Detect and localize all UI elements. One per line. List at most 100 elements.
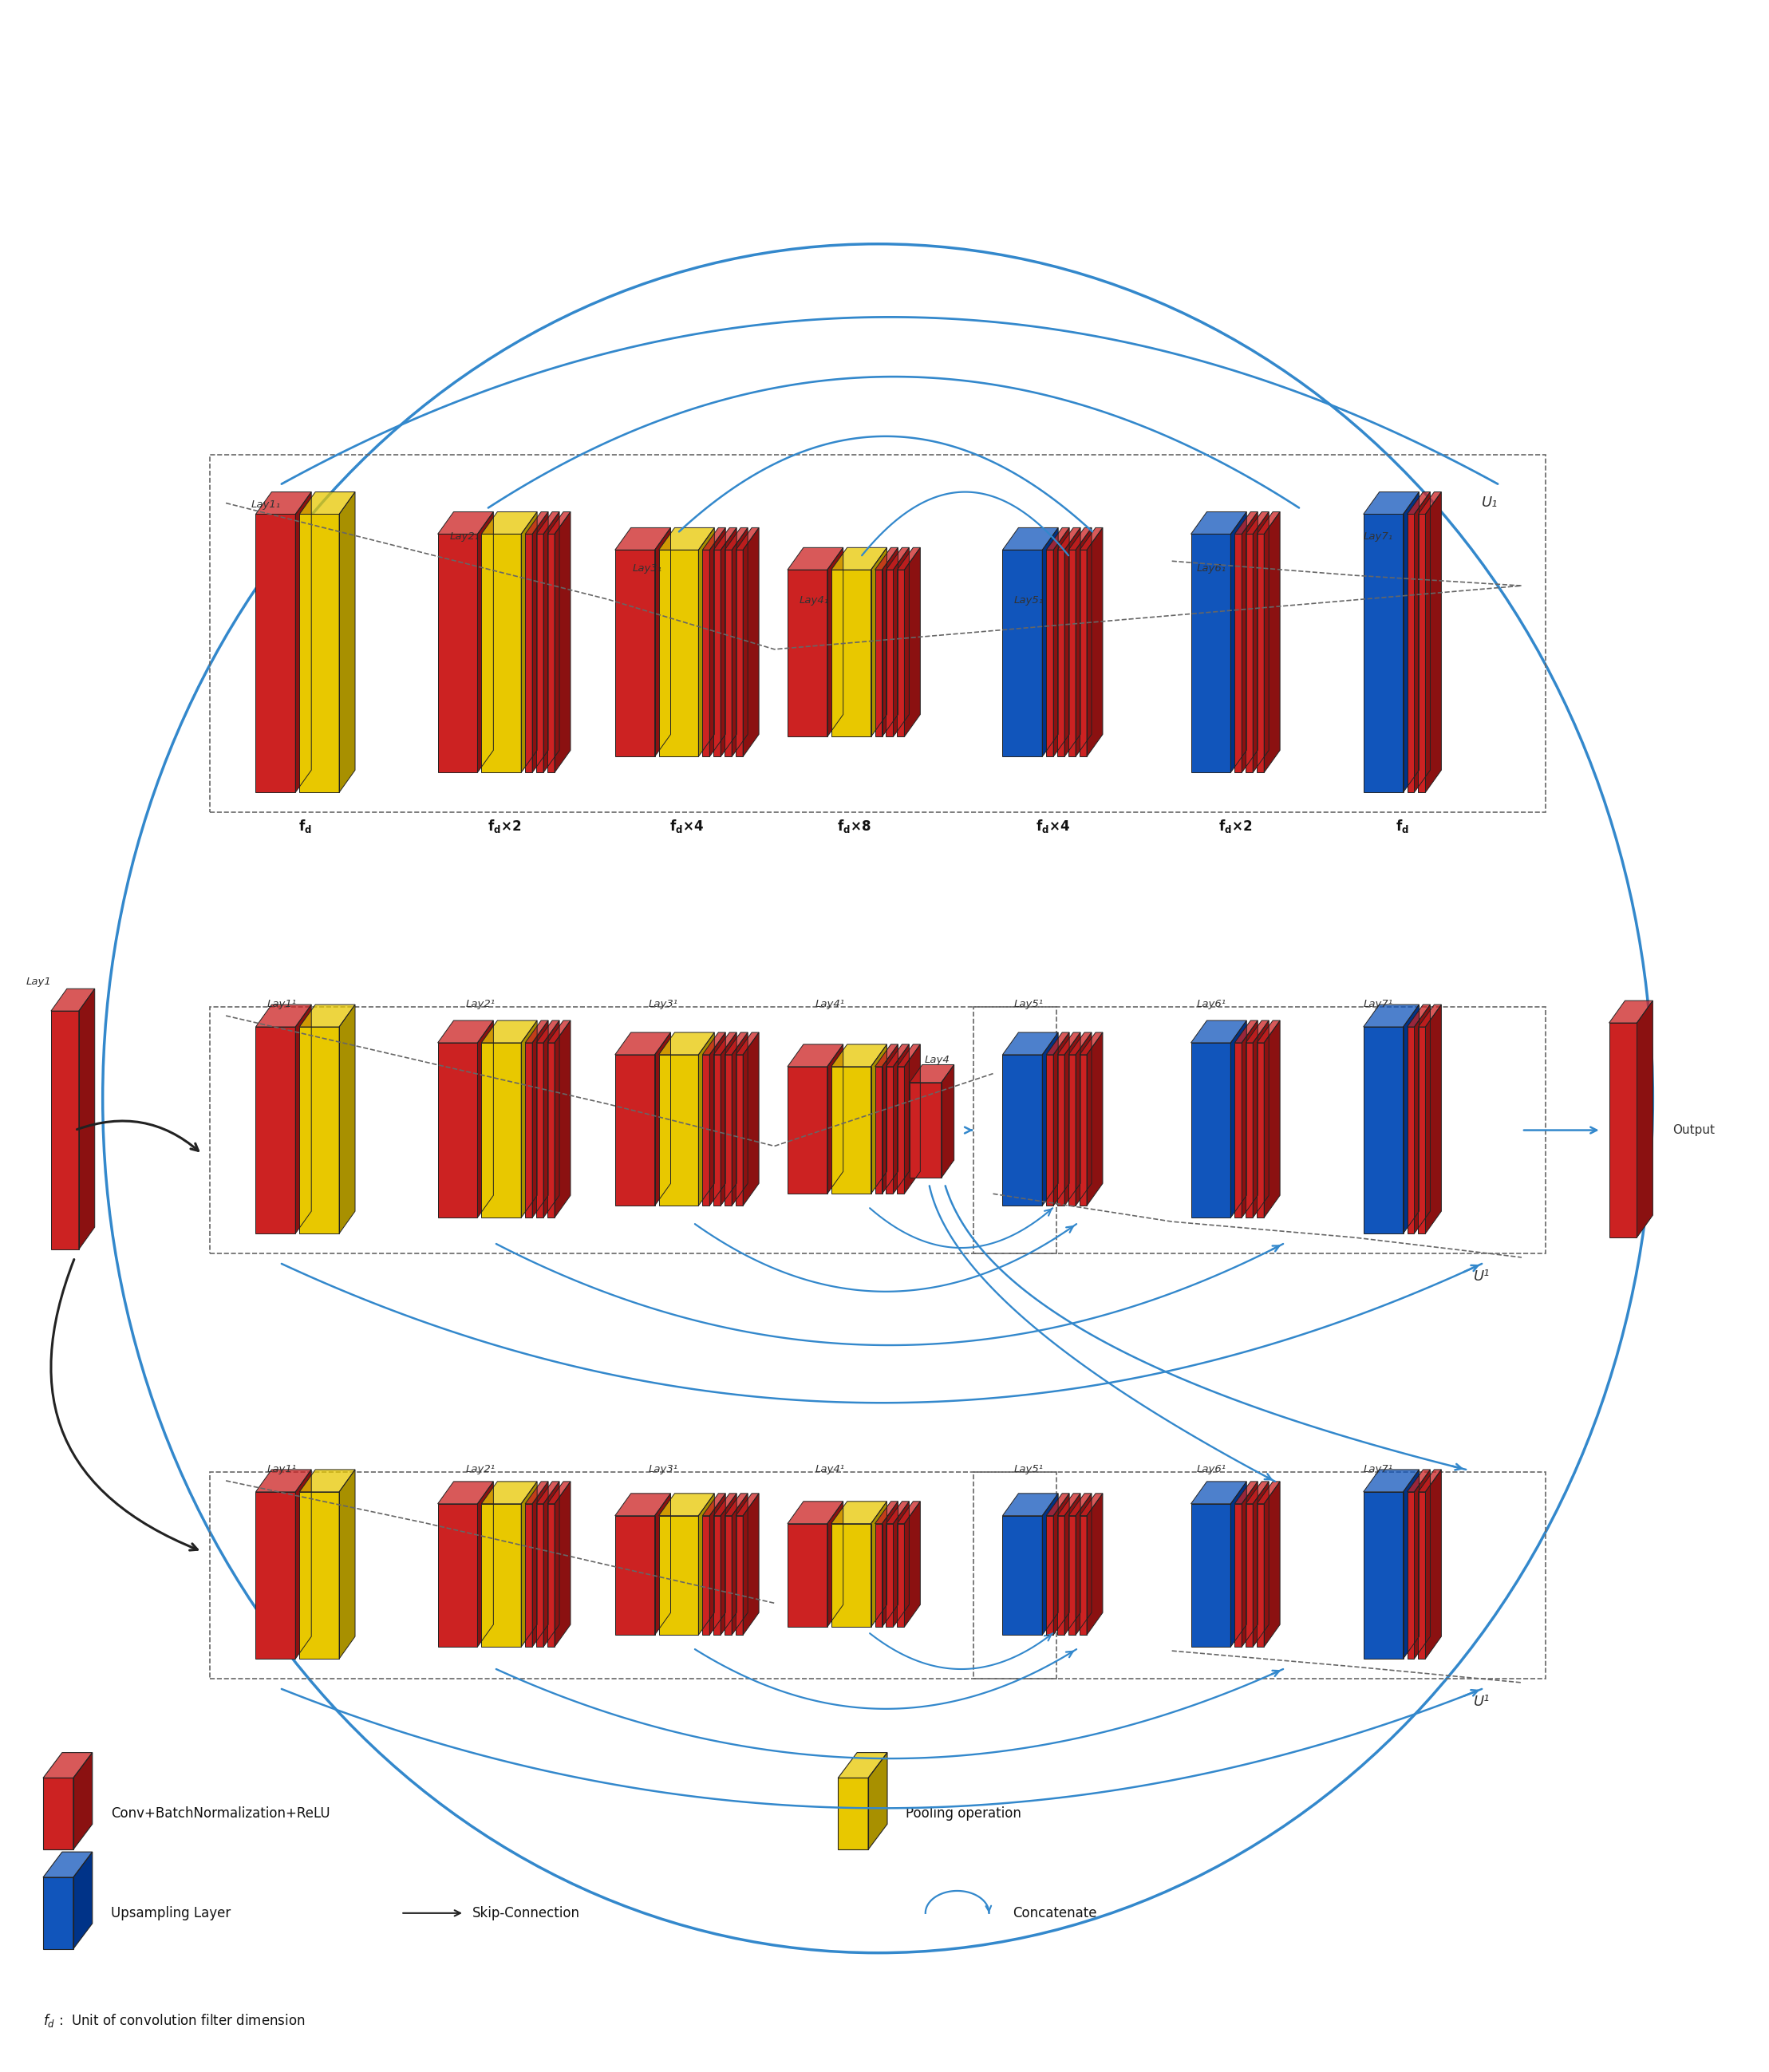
Polygon shape [699, 1494, 715, 1635]
Polygon shape [437, 1481, 494, 1504]
Polygon shape [743, 1494, 759, 1635]
Polygon shape [295, 491, 311, 792]
Polygon shape [1058, 528, 1081, 549]
Polygon shape [1364, 514, 1403, 792]
Polygon shape [831, 1067, 870, 1193]
Polygon shape [787, 1044, 844, 1067]
Text: Lay1: Lay1 [27, 976, 51, 986]
Text: Pooling operation: Pooling operation [906, 1807, 1021, 1821]
Polygon shape [1419, 514, 1426, 792]
Polygon shape [828, 547, 844, 738]
Polygon shape [1406, 491, 1429, 514]
Polygon shape [42, 1753, 92, 1778]
Text: Concatenate: Concatenate [1014, 1906, 1097, 1921]
Polygon shape [1191, 535, 1231, 773]
Polygon shape [525, 1042, 532, 1218]
Polygon shape [1610, 1024, 1636, 1237]
Polygon shape [481, 1504, 522, 1647]
Polygon shape [257, 1005, 311, 1028]
Polygon shape [547, 512, 571, 535]
Polygon shape [1415, 1005, 1429, 1233]
Bar [211, 454, 1546, 812]
Polygon shape [1265, 512, 1281, 773]
Polygon shape [1406, 1028, 1415, 1233]
Polygon shape [725, 1517, 732, 1635]
Text: Lay2₁: Lay2₁ [449, 533, 479, 543]
Polygon shape [1068, 1517, 1076, 1635]
Polygon shape [736, 549, 743, 756]
Text: Lay1₁: Lay1₁ [251, 499, 281, 510]
Polygon shape [547, 535, 555, 773]
Polygon shape [886, 1044, 909, 1067]
Polygon shape [525, 512, 548, 535]
Polygon shape [1364, 1469, 1419, 1492]
Polygon shape [831, 1502, 886, 1523]
Polygon shape [1076, 528, 1091, 756]
Polygon shape [299, 1028, 340, 1233]
Polygon shape [743, 1032, 759, 1206]
Polygon shape [257, 1469, 311, 1492]
Text: $\mathbf{f_d{\times}4}$: $\mathbf{f_d{\times}4}$ [1035, 818, 1070, 835]
Polygon shape [725, 1032, 748, 1055]
Polygon shape [876, 1044, 899, 1067]
Polygon shape [437, 1504, 478, 1647]
Polygon shape [522, 1481, 538, 1647]
Polygon shape [883, 1044, 899, 1193]
Polygon shape [536, 1021, 559, 1042]
Polygon shape [616, 1517, 655, 1635]
Polygon shape [525, 535, 532, 773]
Text: Lay5₁: Lay5₁ [1014, 595, 1044, 605]
Polygon shape [1076, 1032, 1091, 1206]
Polygon shape [658, 1517, 699, 1635]
Polygon shape [1426, 1005, 1442, 1233]
Polygon shape [897, 547, 920, 570]
Polygon shape [42, 1877, 73, 1950]
Polygon shape [743, 528, 759, 756]
Polygon shape [713, 1494, 736, 1517]
Polygon shape [299, 514, 340, 792]
Polygon shape [1231, 512, 1247, 773]
Polygon shape [893, 1502, 909, 1627]
Text: $\mathbf{f_d}$: $\mathbf{f_d}$ [1396, 818, 1410, 835]
Polygon shape [699, 528, 715, 756]
Polygon shape [481, 1021, 538, 1042]
Polygon shape [787, 1502, 844, 1523]
Polygon shape [437, 535, 478, 773]
Text: $\mathbf{f_d}$: $\mathbf{f_d}$ [299, 818, 311, 835]
Polygon shape [1058, 1494, 1081, 1517]
Polygon shape [1045, 1517, 1053, 1635]
Polygon shape [1003, 1055, 1042, 1206]
Polygon shape [547, 1504, 555, 1647]
Polygon shape [478, 1481, 494, 1647]
Polygon shape [1426, 1469, 1442, 1660]
Polygon shape [736, 1055, 743, 1206]
Polygon shape [1265, 1021, 1281, 1218]
Polygon shape [1419, 491, 1442, 514]
Polygon shape [655, 528, 670, 756]
Polygon shape [481, 1481, 538, 1504]
Polygon shape [1079, 1517, 1086, 1635]
Bar [973, 1471, 1546, 1678]
Polygon shape [1406, 1469, 1429, 1492]
Text: Lay6¹: Lay6¹ [1198, 999, 1226, 1009]
Polygon shape [897, 1067, 904, 1193]
Polygon shape [720, 528, 736, 756]
Polygon shape [886, 1502, 909, 1523]
Polygon shape [437, 512, 494, 535]
Bar [211, 1471, 1056, 1678]
Polygon shape [1258, 512, 1281, 535]
Polygon shape [536, 1042, 543, 1218]
Polygon shape [1415, 1469, 1429, 1660]
Polygon shape [1364, 1492, 1403, 1660]
Polygon shape [1245, 535, 1252, 773]
Polygon shape [1053, 528, 1068, 756]
Polygon shape [1045, 528, 1068, 549]
Polygon shape [1231, 1021, 1247, 1218]
Polygon shape [80, 988, 96, 1249]
Polygon shape [709, 1032, 725, 1206]
Polygon shape [787, 1067, 828, 1193]
Polygon shape [1058, 1032, 1081, 1055]
Polygon shape [1252, 1481, 1268, 1647]
Polygon shape [555, 1021, 571, 1218]
Polygon shape [1419, 1492, 1426, 1660]
